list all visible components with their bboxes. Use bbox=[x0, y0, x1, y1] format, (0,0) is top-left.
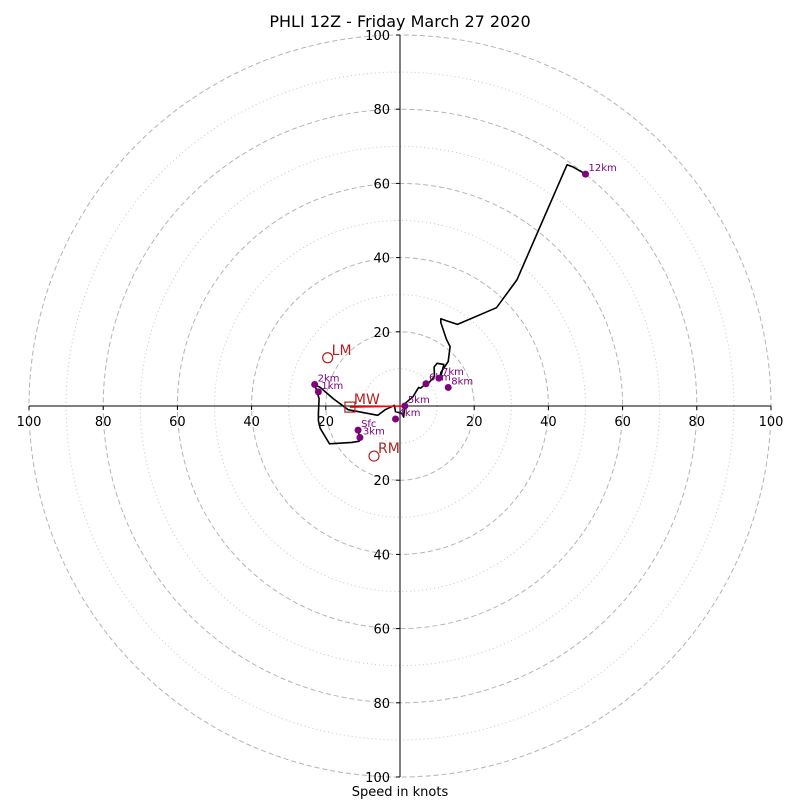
x-tick-label: 60 bbox=[614, 415, 631, 430]
x-tick-label: 80 bbox=[689, 415, 706, 430]
storm-motion-markers: LM RM MW bbox=[322, 343, 400, 462]
y-tick-label: 100 bbox=[365, 29, 390, 44]
motion-label-LM: LM bbox=[332, 343, 352, 359]
height-marker-3km bbox=[356, 434, 364, 442]
y-tick-label: 40 bbox=[373, 548, 390, 563]
height-label-1km: 1km bbox=[321, 381, 343, 392]
x-tick-label: 20 bbox=[466, 415, 483, 430]
y-tick-label: 20 bbox=[373, 474, 390, 489]
motion-marker-LM bbox=[322, 352, 334, 364]
height-marker-5km bbox=[401, 402, 409, 410]
height-label-2km: 2km bbox=[318, 373, 340, 384]
height-label-4km: 4km bbox=[399, 408, 421, 419]
height-marker-7km bbox=[435, 374, 443, 382]
height-marker-6km bbox=[422, 380, 430, 388]
height-marker-2km bbox=[311, 380, 319, 388]
y-tick-label: 40 bbox=[373, 252, 390, 267]
height-marker-1km bbox=[314, 388, 322, 396]
x-tick-label: 20 bbox=[318, 415, 335, 430]
x-tick-label: 100 bbox=[759, 415, 784, 430]
height-label-7km: 7km bbox=[442, 367, 464, 378]
y-tick-label: 60 bbox=[373, 177, 390, 192]
height-label-8km: 8km bbox=[451, 376, 473, 387]
y-tick-label: 80 bbox=[373, 103, 390, 118]
motion-label-RM: RM bbox=[378, 441, 400, 457]
motion-marker-RM bbox=[368, 450, 380, 462]
x-tick-label: 40 bbox=[243, 415, 260, 430]
x-tick-label: 100 bbox=[17, 415, 42, 430]
height-markers: Sfc1km2km3km4km5km6km7km8km12km bbox=[311, 163, 617, 442]
height-label-12km: 12km bbox=[589, 163, 617, 174]
tick-labels: 100 80 60 40 20 20 40 60 80 100 100 80 60 40 20 20 40 60 8… bbox=[17, 29, 784, 786]
height-marker-12km bbox=[582, 170, 589, 178]
height-label-3km: 3km bbox=[363, 427, 385, 438]
x-tick-label: 60 bbox=[169, 415, 186, 430]
x-tick-label: 40 bbox=[540, 415, 557, 430]
hodograph-trace bbox=[313, 164, 586, 445]
hodograph-line bbox=[313, 164, 586, 445]
chart-title: PHLI 12Z - Friday March 27 2020 bbox=[269, 12, 530, 31]
y-tick-label: 60 bbox=[373, 623, 390, 638]
height-marker-8km bbox=[444, 383, 452, 391]
y-tick-label: 80 bbox=[373, 697, 390, 712]
y-tick-label: 100 bbox=[365, 771, 390, 786]
height-marker-Sfc bbox=[354, 426, 362, 434]
height-label-Sfc: Sfc bbox=[361, 419, 376, 430]
height-marker-4km bbox=[392, 415, 400, 423]
shear-vector-line bbox=[349, 405, 405, 408]
height-label-5km: 5km bbox=[408, 395, 430, 406]
motion-marker-MW bbox=[344, 401, 356, 413]
x-tick-label: 80 bbox=[95, 415, 112, 430]
x-axis-label: Speed in knots bbox=[352, 785, 449, 800]
y-tick-label: 20 bbox=[373, 326, 390, 341]
motion-label-MW: MW bbox=[354, 392, 380, 408]
